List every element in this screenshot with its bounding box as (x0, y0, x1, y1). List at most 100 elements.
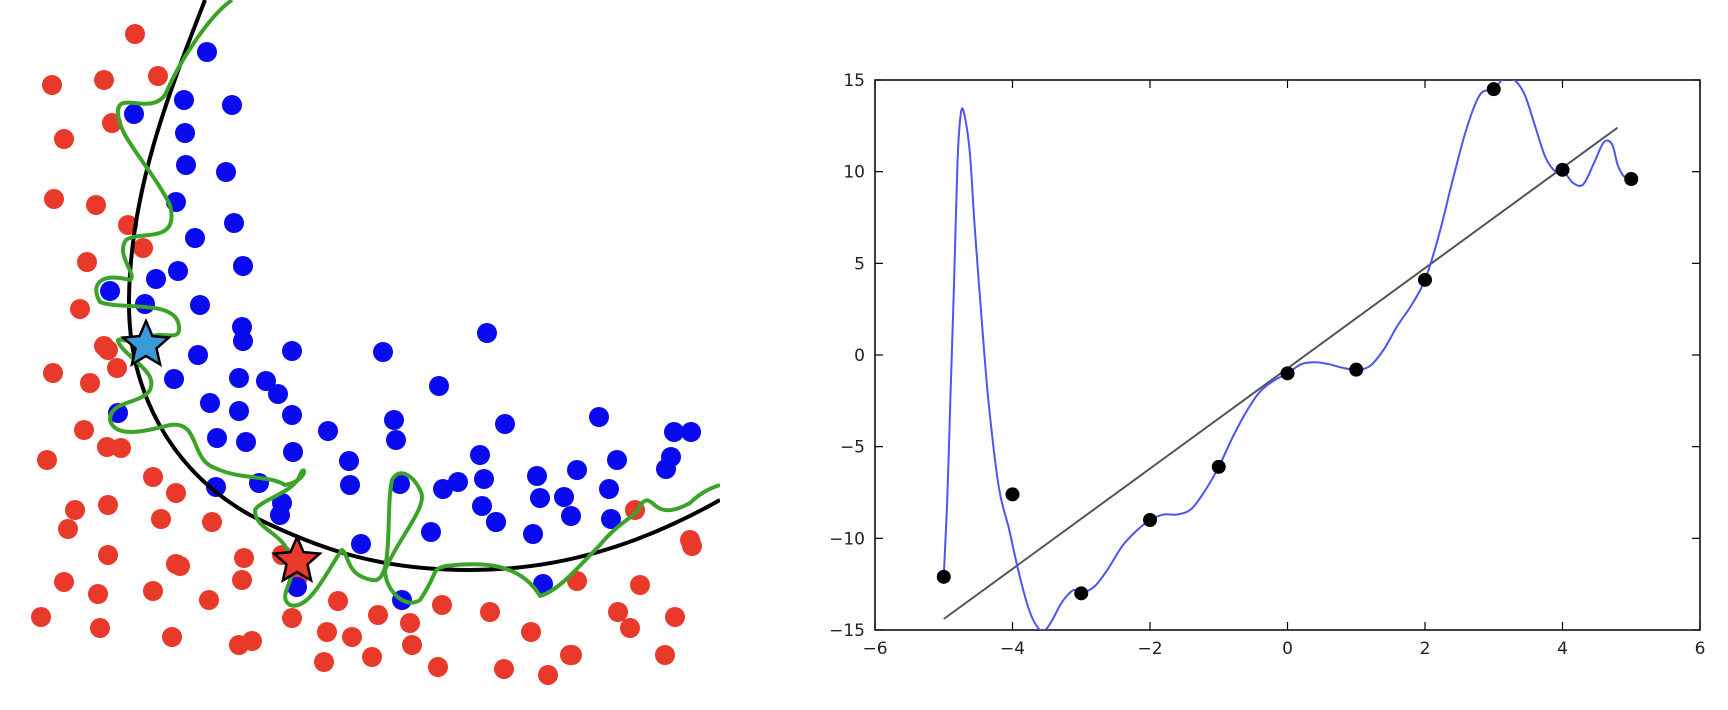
data-point (936, 569, 951, 584)
x-tick-label: −2 (1137, 639, 1162, 659)
blue-point (599, 479, 619, 499)
blue-point (190, 295, 210, 315)
red-point (54, 129, 74, 149)
blue-point (233, 256, 253, 276)
data-point (1074, 586, 1089, 601)
red-point (44, 189, 64, 209)
red-point (80, 373, 100, 393)
y-tick-label: −10 (829, 529, 865, 549)
red-point (54, 572, 74, 592)
red-point (362, 647, 382, 667)
data-point (1624, 172, 1639, 186)
red-point (494, 659, 514, 679)
blue-point (477, 323, 497, 343)
blue-point (197, 42, 217, 62)
red-point (665, 607, 685, 627)
blue-point (200, 393, 220, 413)
blue-point (174, 90, 194, 110)
red-point (94, 70, 114, 90)
regression-plot: −6 −4 −2 0 2 4 6 15 10 5 0 −5 −10 −15 (829, 71, 1706, 659)
red-point (107, 358, 127, 378)
blue-point (373, 342, 393, 362)
red-point (43, 363, 63, 383)
red-point (151, 509, 171, 529)
red-point (317, 622, 337, 642)
blue-point (146, 269, 166, 289)
blue-point (384, 410, 404, 430)
red-point (428, 657, 448, 677)
blue-point (176, 155, 196, 175)
blue-point (429, 376, 449, 396)
blue-point (351, 534, 371, 554)
blue-class-points (100, 42, 701, 610)
blue-point (474, 469, 494, 489)
blue-point (527, 466, 547, 486)
blue-point (135, 294, 155, 314)
y-tick-label: −15 (829, 621, 865, 641)
y-tick-label: 15 (843, 71, 865, 91)
x-tick-label: 2 (1420, 639, 1431, 659)
blue-point (339, 451, 359, 471)
blue-point (386, 430, 406, 450)
blue-point (554, 487, 574, 507)
red-point (480, 602, 500, 622)
red-point (432, 595, 452, 615)
blue-point (448, 472, 468, 492)
red-point (170, 556, 190, 576)
blue-star (120, 317, 172, 367)
blue-point (224, 213, 244, 233)
blue-point (607, 450, 627, 470)
blue-point (222, 95, 242, 115)
x-tick-label: −6 (862, 639, 887, 659)
red-point (282, 608, 302, 628)
blue-point (523, 524, 543, 544)
red-point (234, 548, 254, 568)
data-point (1143, 513, 1157, 527)
red-point (630, 575, 650, 595)
red-point (86, 195, 106, 215)
blue-point (124, 104, 144, 124)
blue-point (287, 577, 307, 597)
red-star (271, 533, 323, 583)
blue-point (175, 123, 195, 143)
blue-point (164, 369, 184, 389)
blue-point (282, 341, 302, 361)
blue-point (664, 422, 684, 442)
blue-point (567, 460, 587, 480)
red-point (538, 665, 558, 685)
blue-point (601, 509, 621, 529)
red-point (77, 252, 97, 272)
red-point (328, 591, 348, 611)
red-point (560, 645, 580, 665)
blue-point (470, 445, 490, 465)
plot-area (942, 80, 1632, 630)
blue-point (100, 281, 120, 301)
x-tick-label: 6 (1695, 639, 1706, 659)
blue-point (390, 474, 410, 494)
classification-plot (31, 0, 721, 685)
red-point (166, 483, 186, 503)
blue-point (681, 422, 701, 442)
red-point (232, 570, 252, 590)
data-point (1349, 362, 1364, 377)
blue-point (268, 384, 288, 404)
red-point (31, 607, 51, 627)
x-tick-label: −4 (1000, 639, 1025, 659)
red-point (400, 613, 420, 633)
classification-panel (0, 0, 721, 706)
x-tick-label: 4 (1557, 639, 1568, 659)
data-point (1005, 487, 1020, 502)
red-point (521, 622, 541, 642)
blue-point (216, 162, 236, 182)
data-point (1418, 272, 1432, 287)
red-point (65, 500, 85, 520)
y-tick-label: 5 (854, 254, 865, 274)
blue-point (530, 488, 550, 508)
red-point (342, 627, 362, 647)
red-point (608, 602, 628, 622)
red-point (98, 495, 118, 515)
blue-point (233, 331, 253, 351)
blue-point (472, 496, 492, 516)
blue-point (185, 228, 205, 248)
plot-frame (874, 79, 1701, 631)
